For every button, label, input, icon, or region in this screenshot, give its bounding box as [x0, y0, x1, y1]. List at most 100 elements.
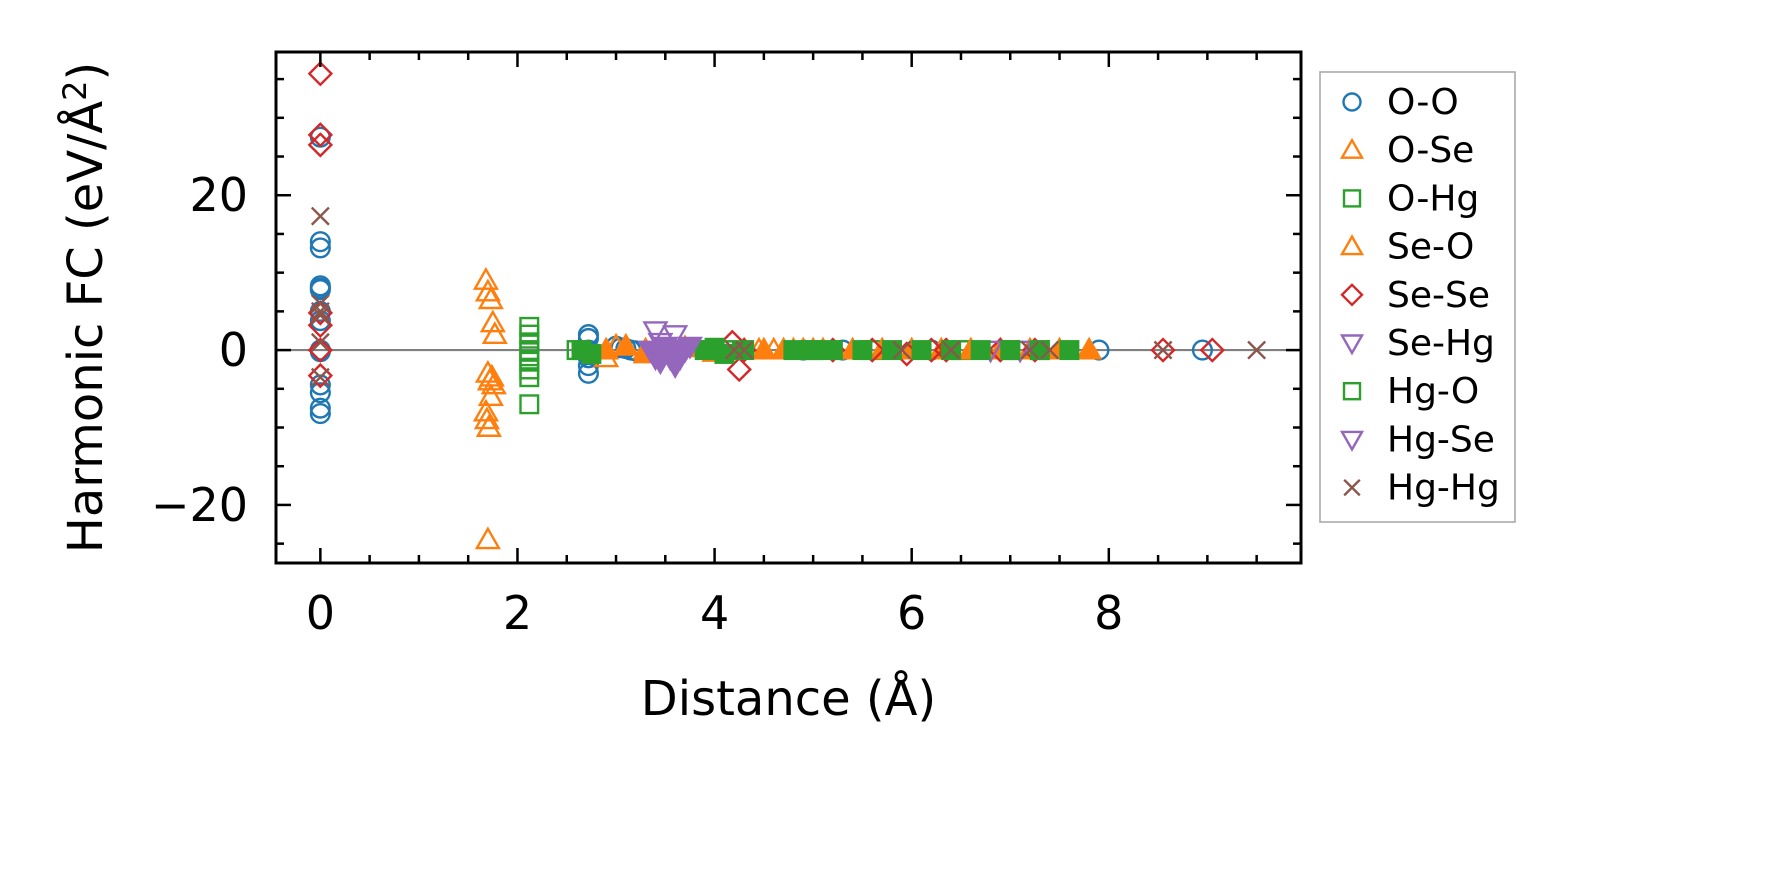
legend-marker [1342, 382, 1362, 401]
legend-item: Se-Se [1340, 275, 1490, 316]
series-o-se [472, 266, 827, 550]
data-point [480, 371, 507, 395]
data-point [309, 382, 331, 404]
data-point [479, 309, 506, 333]
data-point [307, 122, 334, 148]
data-point [310, 206, 330, 226]
legend-item: O-Hg [1342, 178, 1479, 219]
data-point [1150, 337, 1176, 363]
legend-item: Hg-O [1342, 371, 1479, 412]
legend-label: O-Hg [1387, 178, 1479, 219]
legend-item: O-Se [1339, 130, 1474, 171]
legend-marker [1339, 430, 1365, 452]
legend-label: Se-Hg [1387, 323, 1495, 364]
data-point [642, 321, 669, 345]
data-point [1153, 340, 1173, 360]
data-point [309, 397, 331, 419]
data-point [1020, 340, 1040, 360]
data-point [309, 279, 331, 301]
legend-label: O-Se [1387, 130, 1474, 171]
data-point [473, 406, 500, 430]
data-point [481, 321, 508, 345]
data-point [750, 336, 777, 360]
data-point [307, 60, 334, 87]
data-marks [276, 60, 1301, 550]
legend-marker [1343, 478, 1361, 497]
data-point [474, 526, 501, 550]
y-tick-label: 0 [219, 323, 248, 377]
data-point [477, 286, 504, 310]
data-point [1029, 340, 1050, 361]
data-point [1247, 340, 1267, 360]
x-tick-label: 0 [306, 586, 335, 640]
y-tick-label: −20 [151, 478, 248, 532]
data-point [310, 332, 330, 352]
legend-label: Hg-Hg [1387, 468, 1500, 509]
data-point [310, 367, 330, 387]
legend-label: Hg-Se [1387, 419, 1495, 460]
data-point [1191, 339, 1213, 361]
data-point [612, 332, 639, 356]
data-point [309, 237, 331, 259]
legend-item: Se-Hg [1339, 323, 1495, 364]
legend-item: Hg-Se [1339, 419, 1495, 460]
y-axis-title-superscript: 2 [56, 80, 94, 100]
x-axis-title: Distance (Å) [641, 670, 936, 727]
data-point [911, 340, 932, 361]
data-point [472, 266, 499, 290]
x-tick-label: 2 [503, 586, 532, 640]
data-point [783, 340, 804, 361]
data-point [822, 340, 843, 361]
data-point [803, 340, 824, 361]
y-tick-label: 20 [189, 168, 248, 222]
data-point [714, 343, 735, 364]
data-point [519, 394, 540, 415]
y-axis-title: Harmonic FC (eV/Å2) [56, 62, 114, 554]
data-point [577, 362, 599, 384]
data-point [519, 367, 540, 388]
data-point [477, 383, 504, 406]
data-point [892, 340, 912, 360]
x-tick-label: 6 [897, 586, 926, 640]
plot-frame [274, 50, 1303, 565]
legend: O-O O-Se O-Hg Se-O Se-Se Se-Hg Hg-O Hg-Se Hg-Hg [1319, 71, 1516, 523]
x-tick-label: 4 [700, 586, 729, 640]
legend-marker [1339, 234, 1365, 256]
data-point [307, 362, 334, 389]
series-hg-hg [310, 206, 1267, 387]
data-point [1040, 340, 1060, 360]
legend-label: Se-O [1387, 227, 1474, 268]
legend-label: O-O [1387, 82, 1459, 123]
data-point [676, 336, 704, 360]
y-axis-title-close: ) [58, 62, 114, 81]
legend-marker [1342, 189, 1362, 208]
data-point [852, 340, 873, 361]
data-point [941, 340, 961, 360]
legend-marker [1340, 283, 1364, 307]
legend-item: Hg-Hg [1343, 468, 1500, 509]
data-point [307, 337, 334, 363]
data-point [1076, 336, 1103, 360]
data-point [970, 340, 991, 361]
data-point [475, 414, 502, 437]
data-point [1199, 337, 1225, 363]
data-point [726, 356, 752, 383]
legend-marker [1339, 137, 1365, 159]
legend-item: Se-O [1339, 227, 1474, 268]
series-se-se [307, 60, 1225, 389]
data-point [662, 325, 689, 349]
data-point [307, 132, 334, 158]
legend-label: Se-Se [1387, 275, 1490, 316]
data-point [1000, 340, 1021, 361]
x-tick-label: 8 [1094, 586, 1123, 640]
data-point [474, 278, 501, 302]
series-hg-se [637, 336, 704, 379]
data-point [474, 359, 501, 383]
data-point [309, 231, 331, 253]
data-point [881, 340, 902, 361]
legend-marker [1339, 334, 1365, 356]
legend-item: O-O [1342, 82, 1459, 123]
legend-label: Hg-O [1387, 371, 1479, 412]
